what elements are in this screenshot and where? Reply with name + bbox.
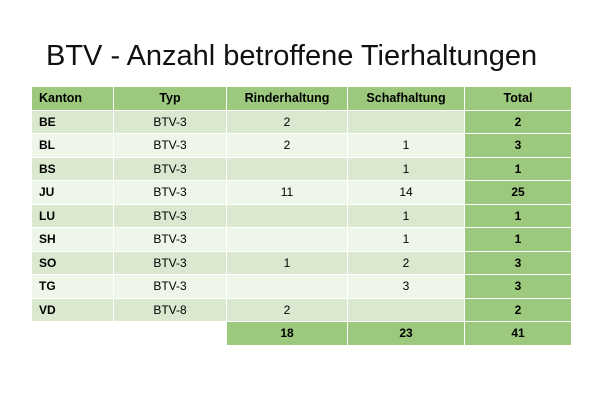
cell-rinderhaltung: 2 [226, 133, 348, 158]
sum-empty-cell [113, 321, 227, 346]
cell-kanton: BE [31, 109, 114, 134]
header-rinderhaltung: Rinderhaltung [226, 86, 348, 111]
cell-total: 25 [464, 180, 572, 205]
cell-kanton: LU [31, 203, 114, 228]
cell-schafhaltung: 14 [347, 180, 465, 205]
cell-kanton: BL [31, 133, 114, 158]
cell-typ: BTV-3 [113, 180, 227, 205]
table-row: SH BTV-3 1 1 [31, 227, 572, 252]
cell-kanton: TG [31, 274, 114, 299]
cell-kanton: SO [31, 250, 114, 275]
sum-schafhaltung: 23 [347, 321, 465, 346]
cell-total: 2 [464, 297, 572, 322]
header-typ: Typ [113, 86, 227, 111]
cell-schafhaltung: 1 [347, 227, 465, 252]
cell-kanton: BS [31, 156, 114, 181]
cell-total: 1 [464, 203, 572, 228]
table-row: BE BTV-3 2 2 [31, 109, 572, 134]
cell-typ: BTV-3 [113, 250, 227, 275]
cell-schafhaltung: 2 [347, 250, 465, 275]
cell-total: 3 [464, 250, 572, 275]
cell-total: 1 [464, 227, 572, 252]
cell-kanton: VD [31, 297, 114, 322]
sum-total: 41 [464, 321, 572, 346]
page-title: BTV - Anzahl betroffene Tierhaltungen [46, 40, 538, 72]
table-row: BL BTV-3 2 1 3 [31, 133, 572, 158]
cell-rinderhaltung [226, 227, 348, 252]
cell-schafhaltung: 3 [347, 274, 465, 299]
sum-row: 18 23 41 [31, 321, 572, 346]
data-table: Kanton Typ Rinderhaltung Schafhaltung To… [31, 86, 572, 346]
cell-rinderhaltung: 1 [226, 250, 348, 275]
sum-rinderhaltung: 18 [226, 321, 348, 346]
cell-rinderhaltung: 2 [226, 297, 348, 322]
table-row: SO BTV-3 1 2 3 [31, 250, 572, 275]
cell-typ: BTV-3 [113, 133, 227, 158]
cell-typ: BTV-3 [113, 274, 227, 299]
table-row: TG BTV-3 3 3 [31, 274, 572, 299]
cell-rinderhaltung [226, 274, 348, 299]
table-row: LU BTV-3 1 1 [31, 203, 572, 228]
table-row: JU BTV-3 11 14 25 [31, 180, 572, 205]
cell-schafhaltung [347, 297, 465, 322]
cell-total: 3 [464, 133, 572, 158]
table-row: VD BTV-8 2 2 [31, 297, 572, 322]
cell-kanton: JU [31, 180, 114, 205]
cell-typ: BTV-3 [113, 203, 227, 228]
cell-schafhaltung: 1 [347, 133, 465, 158]
sum-empty-cell [31, 321, 114, 346]
cell-rinderhaltung: 11 [226, 180, 348, 205]
cell-typ: BTV-3 [113, 227, 227, 252]
header-total: Total [464, 86, 572, 111]
cell-typ: BTV-3 [113, 109, 227, 134]
cell-schafhaltung: 1 [347, 156, 465, 181]
table-row: BS BTV-3 1 1 [31, 156, 572, 181]
cell-schafhaltung: 1 [347, 203, 465, 228]
cell-rinderhaltung [226, 156, 348, 181]
cell-total: 2 [464, 109, 572, 134]
cell-typ: BTV-8 [113, 297, 227, 322]
table-header-row: Kanton Typ Rinderhaltung Schafhaltung To… [31, 86, 572, 111]
cell-schafhaltung [347, 109, 465, 134]
cell-rinderhaltung [226, 203, 348, 228]
header-kanton: Kanton [31, 86, 114, 111]
cell-total: 1 [464, 156, 572, 181]
cell-typ: BTV-3 [113, 156, 227, 181]
cell-rinderhaltung: 2 [226, 109, 348, 134]
cell-total: 3 [464, 274, 572, 299]
cell-kanton: SH [31, 227, 114, 252]
header-schafhaltung: Schafhaltung [347, 86, 465, 111]
